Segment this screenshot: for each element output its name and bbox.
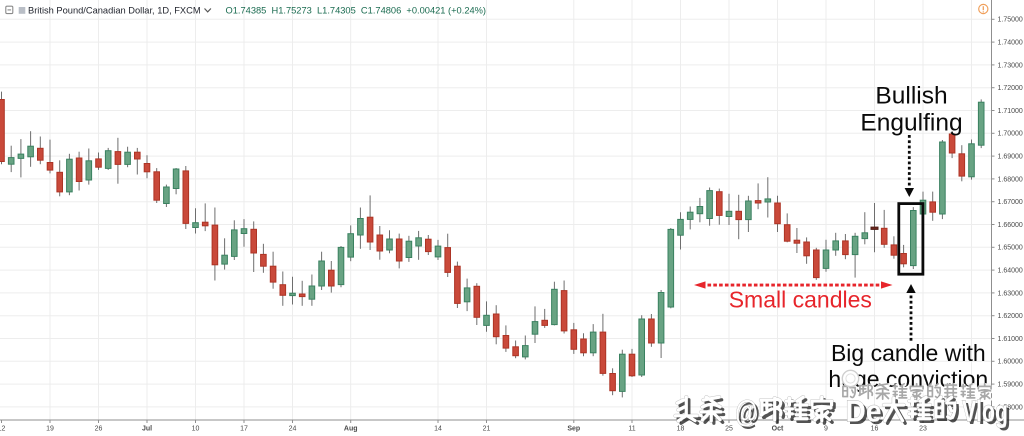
svg-text:1.65000: 1.65000: [998, 245, 1023, 252]
svg-text:1.74000: 1.74000: [998, 40, 1023, 47]
svg-text:23: 23: [919, 426, 927, 433]
svg-text:Bullish: Bullish: [875, 83, 947, 110]
svg-text:1.66000: 1.66000: [998, 222, 1023, 229]
svg-text:10: 10: [192, 426, 200, 433]
svg-text:11: 11: [628, 426, 635, 433]
svg-text:18: 18: [677, 426, 685, 433]
svg-text:Small candles: Small candles: [729, 287, 872, 313]
svg-text:1.72000: 1.72000: [998, 85, 1023, 92]
svg-text:Engulfing: Engulfing: [860, 110, 962, 137]
svg-text:12: 12: [0, 426, 5, 433]
svg-text:1.61000: 1.61000: [998, 336, 1023, 343]
svg-text:Vlog: Vlog: [965, 397, 1011, 431]
svg-text:1.71000: 1.71000: [998, 108, 1023, 115]
svg-text:1.70000: 1.70000: [998, 131, 1023, 138]
svg-text:1.67000: 1.67000: [998, 199, 1023, 206]
svg-text:O1.74385 H1.75273 L1.74305: O1.74385 H1.75273 L1.74305 C1.74806 +0.0…: [226, 5, 487, 15]
svg-text:24: 24: [289, 426, 297, 433]
svg-text:@: @: [738, 397, 761, 431]
svg-text:De: De: [848, 397, 884, 431]
svg-text:1.59000: 1.59000: [998, 382, 1023, 389]
svg-text:British Pound/Canadian Dollar,: British Pound/Canadian Dollar, 1D, FXCM: [28, 5, 201, 15]
svg-text:Vlog: Vlog: [962, 394, 1008, 428]
svg-text:21: 21: [483, 426, 491, 433]
svg-text:9: 9: [824, 426, 828, 433]
svg-text:1.73000: 1.73000: [998, 62, 1023, 69]
svg-text:1.68000: 1.68000: [998, 176, 1023, 183]
svg-text:1.60000: 1.60000: [998, 359, 1023, 366]
svg-text:1.75000: 1.75000: [998, 17, 1023, 24]
svg-text:@: @: [735, 394, 758, 428]
svg-text:16: 16: [871, 426, 879, 433]
svg-text:19: 19: [46, 426, 54, 433]
svg-text:Jul: Jul: [142, 426, 152, 433]
svg-text:17: 17: [240, 426, 248, 433]
svg-text:1.69000: 1.69000: [998, 154, 1023, 161]
svg-text:26: 26: [95, 426, 103, 433]
svg-text:De: De: [846, 394, 882, 428]
svg-text:1.62000: 1.62000: [998, 313, 1023, 320]
svg-text:14: 14: [434, 426, 442, 433]
svg-text:1.63000: 1.63000: [998, 290, 1023, 297]
svg-text:Oct: Oct: [772, 426, 784, 433]
svg-text:Aug: Aug: [344, 426, 358, 433]
svg-text:25: 25: [725, 426, 733, 433]
svg-text:Sep: Sep: [567, 426, 580, 433]
svg-text:1.64000: 1.64000: [998, 268, 1023, 275]
svg-text:Big candle with: Big candle with: [831, 340, 986, 366]
svg-text:1.58000: 1.58000: [998, 404, 1023, 411]
